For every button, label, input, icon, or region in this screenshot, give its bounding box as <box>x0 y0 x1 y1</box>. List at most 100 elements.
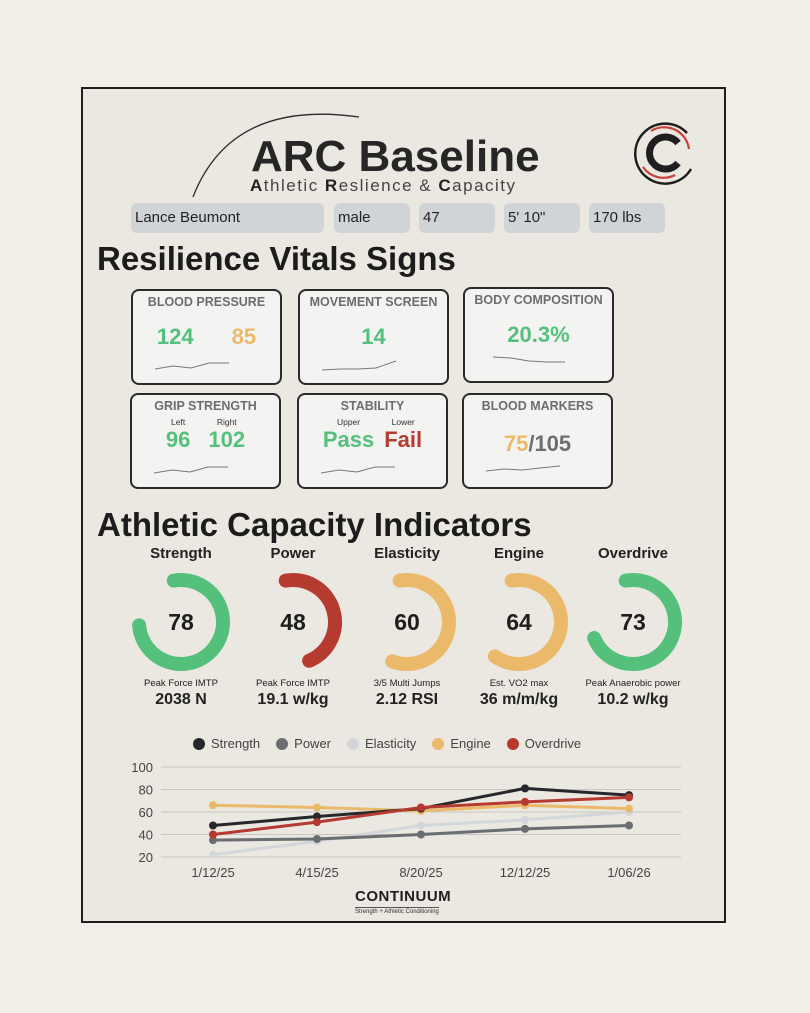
trend-line-chart: 20 40 60 80 100 1/12/25 4/15/25 8/20/25 12/12/25… <box>131 760 681 880</box>
y-tick-label: 20 <box>139 850 153 865</box>
gauge-metric: Peak Force IMTP <box>256 678 330 689</box>
blood-markers-card: BLOOD MARKERS 75/105 <box>462 393 613 489</box>
y-tick-label: 80 <box>139 783 153 798</box>
gauge-label: Power <box>270 545 316 562</box>
card-title: GRIP STRENGTH <box>154 399 257 413</box>
x-tick-label: 1/06/26 <box>607 865 650 880</box>
data-point-strength <box>521 784 529 793</box>
data-point-overdrive <box>417 803 425 812</box>
gauge-ring <box>584 573 682 671</box>
data-point-engine <box>209 801 217 810</box>
gauge-metric-value: 36 m/m/kg <box>479 691 559 708</box>
sex-field[interactable]: male <box>334 203 410 233</box>
vitals-heading: Resilience Vitals Signs <box>97 240 456 277</box>
legend-dot-icon <box>432 738 445 750</box>
footer-tagline: Strength + Athletic Conditioning <box>355 907 439 915</box>
legend-item: Elasticity <box>347 736 416 752</box>
sparkline-icon <box>492 356 565 363</box>
stability-values: Upper Pass Lower Fail <box>299 417 446 453</box>
data-point-elasticity <box>209 850 217 859</box>
y-tick-label: 100 <box>131 760 153 775</box>
page-title: ARC Baseline <box>251 132 540 181</box>
y-tick-label: 40 <box>139 828 153 843</box>
blood-pressure-values: 124 85 <box>133 324 280 350</box>
age-field[interactable]: 47 <box>419 203 495 233</box>
weight-field[interactable]: 170 lbs <box>589 203 665 233</box>
gauge-label: Engine <box>493 545 544 562</box>
page-subtitle: Athletic Reslience & Capacity <box>250 176 517 195</box>
sparkline-icon <box>485 465 561 472</box>
decorative-arc <box>192 113 360 198</box>
gauge-score: 64 <box>506 609 532 635</box>
gauge-arc <box>244 573 342 671</box>
gauge-ring <box>132 573 230 671</box>
x-tick-label: 12/12/25 <box>500 865 551 880</box>
card-title: MOVEMENT SCREEN <box>309 295 438 309</box>
legend-label: Power <box>294 736 332 751</box>
height-field[interactable]: 5' 10" <box>504 203 580 233</box>
legend-dot-icon <box>193 738 205 750</box>
legend-dot-icon <box>506 738 519 750</box>
data-point-power <box>625 821 633 830</box>
gauge-label: Strength <box>150 545 212 562</box>
gauge-arc <box>358 573 456 671</box>
gauge-arc <box>470 573 568 671</box>
grip-values: Left 96 Right 102 <box>132 417 279 453</box>
gauge-ring <box>470 573 568 671</box>
blood-pressure-card: BLOOD PRESSURE 124 85 <box>131 289 282 385</box>
continuum-c-logo-icon <box>633 122 693 185</box>
data-point-overdrive <box>313 818 321 827</box>
y-tick-label: 60 <box>139 805 153 820</box>
x-tick-label: 1/12/25 <box>191 865 234 880</box>
right-label: Right <box>216 417 237 427</box>
upper-label: Upper <box>336 417 361 427</box>
legend-item: Power <box>276 736 331 752</box>
systolic-value: 124 <box>156 324 194 349</box>
gauge-metric-value: 19.1 w/kg <box>257 691 329 708</box>
sparkline-icon <box>153 466 228 474</box>
data-point-overdrive <box>521 797 529 806</box>
diastolic-value: 85 <box>231 324 257 349</box>
x-tick-label: 4/15/25 <box>295 865 338 880</box>
gauge-score: 73 <box>620 609 646 635</box>
legend-dot-icon <box>347 738 360 750</box>
gauge-label: Elasticity <box>374 545 440 562</box>
data-point-power <box>417 830 425 839</box>
gauge-metric: Peak Anaerobic power <box>585 678 681 689</box>
athlete-name-field[interactable]: Lance Beumont <box>131 203 324 233</box>
stability-upper-value: Pass <box>322 427 375 452</box>
legend-label: Engine <box>450 736 491 751</box>
data-point-power <box>313 835 321 843</box>
gauge-metric-value: 2038 N <box>155 691 207 708</box>
sparkline-icon <box>154 362 229 370</box>
grip-left-value: 96 <box>165 427 191 452</box>
capacity-heading: Athletic Capacity Indicators <box>97 506 532 543</box>
x-tick-label: 8/20/25 <box>399 865 442 880</box>
legend-label: Elasticity <box>365 736 417 751</box>
data-point-power <box>521 824 529 833</box>
gauge-arc <box>584 573 682 671</box>
card-title: STABILITY <box>340 399 405 413</box>
body-composition-value: 20.3% <box>507 322 570 347</box>
chart-legend: Strength Power Elasticity Engine Overdrive <box>193 736 581 752</box>
data-point-strength <box>209 821 217 830</box>
blood-markers-value: 75/105 <box>503 431 572 456</box>
gauge-score: 78 <box>168 609 194 635</box>
body-composition-card: BODY COMPOSITION 20.3% <box>463 287 614 383</box>
grip-right-value: 102 <box>208 427 246 452</box>
stability-card: STABILITY Upper Pass Lower Fail <box>297 393 448 489</box>
card-title: BLOOD MARKERS <box>481 399 594 413</box>
sparkline-icon <box>320 466 395 474</box>
gauge-metric: 3/5 Multi Jumps <box>373 678 441 689</box>
gauge-score: 48 <box>280 609 306 635</box>
gauge-arc <box>132 573 230 671</box>
gauge-score: 60 <box>394 609 420 635</box>
gauge-metric-value: 10.2 w/kg <box>597 691 669 708</box>
data-point-power <box>209 836 217 845</box>
data-point-engine <box>313 803 321 812</box>
lower-label: Lower <box>391 417 415 427</box>
left-label: Left <box>171 417 186 427</box>
card-title: BODY COMPOSITION <box>474 293 603 307</box>
sparkline-icon <box>321 360 397 371</box>
legend-item: Overdrive <box>506 736 581 752</box>
